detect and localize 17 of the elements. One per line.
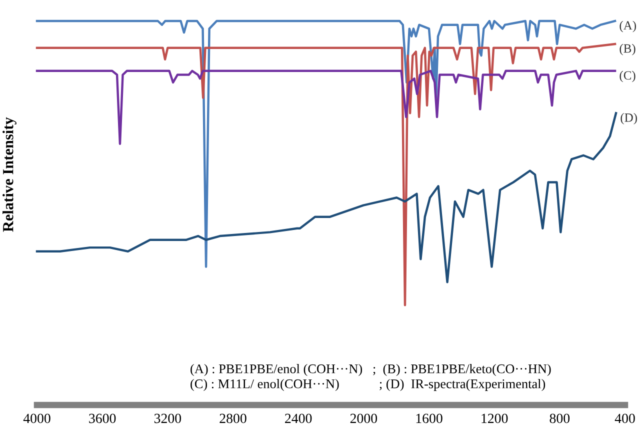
x-tick-label: 2400 bbox=[285, 414, 312, 424]
y-axis-title: Relative Intensity bbox=[2, 117, 16, 232]
x-tick-label: 4000 bbox=[23, 414, 50, 424]
x-tick-label: 1600 bbox=[416, 414, 442, 424]
series-label: (A) bbox=[620, 20, 636, 32]
series-label: (C) bbox=[620, 70, 636, 82]
x-tick-label: 400 bbox=[614, 414, 635, 424]
annotation: (A) : PBE1PBE/enol (COH···N) ; (B) : PBE1PBE/keto(CO···HN) bbox=[190, 364, 551, 376]
annotation: (C) : M11L/ enol(COH···N) ; (D) IR-spectra(Experimental) bbox=[190, 379, 546, 391]
series-label: (D) bbox=[620, 113, 637, 124]
x-tick-label: 3600 bbox=[89, 414, 116, 424]
x-tick-label: 800 bbox=[550, 414, 570, 424]
x-tick-label: 1200 bbox=[482, 414, 508, 424]
x-tick-label: 2800 bbox=[220, 414, 246, 424]
series-label: (B) bbox=[620, 44, 636, 56]
x-tick-label: 3200 bbox=[154, 414, 182, 424]
x-tick-label: 2000 bbox=[350, 414, 378, 424]
